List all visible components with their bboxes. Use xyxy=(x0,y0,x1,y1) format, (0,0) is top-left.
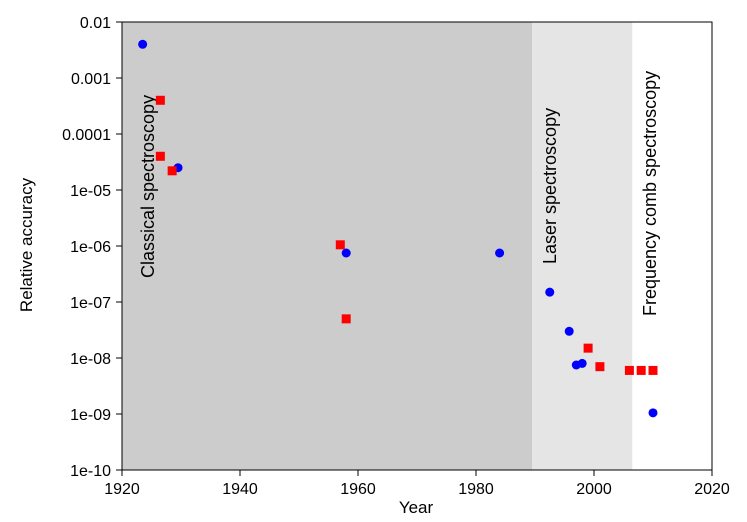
region-band-2 xyxy=(532,22,633,470)
y-tick-label: 1e-07 xyxy=(70,295,111,312)
data-point-square xyxy=(583,343,593,353)
ticks-layer: 1920 1940 1960 1980 2000 2020 1e-10 1e-09 1e-08 1… xyxy=(62,15,730,498)
data-point-circle xyxy=(138,39,148,49)
region-band-3 xyxy=(632,22,712,470)
y-axis-label: Relative accuracy xyxy=(17,177,36,312)
data-point-square xyxy=(341,314,351,324)
y-tick-label: 1e-05 xyxy=(70,183,111,200)
data-point-square xyxy=(595,362,605,372)
points-layer xyxy=(138,39,658,418)
data-point-circle xyxy=(564,326,574,336)
data-point-square xyxy=(167,166,177,176)
x-axis-label: Year xyxy=(399,498,434,517)
y-tick-label: 0.0001 xyxy=(62,127,111,144)
data-point-square xyxy=(155,151,165,161)
data-point-square xyxy=(648,365,658,375)
data-point-square xyxy=(335,240,345,250)
y-tick-label: 1e-08 xyxy=(70,351,111,368)
data-point-circle xyxy=(648,408,658,418)
region-band-1 xyxy=(122,22,533,470)
y-tick-label: 1e-09 xyxy=(70,407,111,424)
y-tick-label: 1e-10 xyxy=(70,463,111,480)
data-point-circle xyxy=(577,358,587,368)
region-labels-layer: Classical spectroscopy Laser spectroscopy… xyxy=(138,71,660,316)
region-label-3: Frequency comb spectroscopy xyxy=(640,71,660,316)
y-tick-label: 0.001 xyxy=(71,71,111,88)
x-tick-label: 2000 xyxy=(576,481,612,498)
x-tick-label: 1920 xyxy=(104,481,140,498)
data-point-square xyxy=(155,95,165,105)
data-point-square xyxy=(636,365,646,375)
region-label-1: Classical spectroscopy xyxy=(138,95,158,278)
regions-layer xyxy=(122,22,712,470)
data-point-circle xyxy=(495,248,505,258)
x-tick-label: 1940 xyxy=(222,481,258,498)
x-tick-label: 2020 xyxy=(694,481,730,498)
data-point-circle xyxy=(341,248,351,258)
x-tick-label: 1980 xyxy=(458,481,494,498)
y-tick-label: 1e-06 xyxy=(70,239,111,256)
data-point-square xyxy=(624,365,634,375)
data-point-circle xyxy=(545,287,555,297)
y-tick-label: 0.01 xyxy=(80,15,111,32)
region-label-2: Laser spectroscopy xyxy=(540,108,560,264)
x-tick-label: 1960 xyxy=(340,481,376,498)
